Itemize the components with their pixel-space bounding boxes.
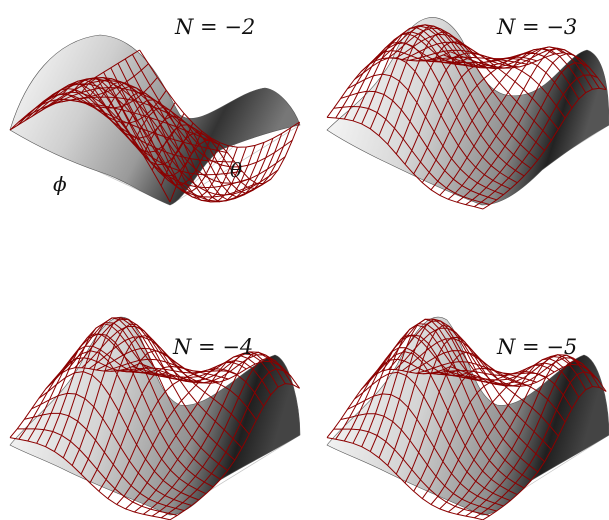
mesh-line [125,355,256,510]
surface-plot-panel-4: N = −5 [322,305,609,520]
mesh-line [369,24,494,129]
panel-label: N = −3 [497,15,578,39]
mesh-line [352,33,477,122]
mesh-line [54,83,185,153]
mesh-line [430,364,555,505]
mesh-line [335,358,460,440]
mesh-line [378,318,503,458]
mesh-line [430,48,555,191]
surface-fill [9,316,301,516]
mesh-line [151,357,283,517]
surface-fill [326,17,609,206]
mesh-line [413,56,538,175]
mesh-line [352,334,477,444]
mesh-line [62,317,193,458]
mesh-line [89,350,220,484]
mesh-line [143,351,274,515]
mesh-line [474,371,598,519]
mesh-line [142,115,274,198]
mesh-line [326,366,451,438]
mesh-line [80,335,211,475]
mesh-line [160,127,292,190]
mesh-line [116,361,247,505]
mesh-line [125,99,256,203]
mesh-line [421,52,546,183]
mesh-line [89,78,221,193]
mesh-line [465,62,590,206]
mesh-line [387,31,511,145]
mesh-line [107,368,238,499]
mesh-line [450,363,607,392]
surface-plot-2 [326,17,609,210]
surface-plot-panel-3: N = −4 [5,305,305,520]
mesh-line [447,354,572,513]
mesh-line [53,317,185,452]
mesh-line [27,77,158,115]
mesh-line [80,76,212,186]
mesh-line [151,124,283,194]
mesh-line [133,106,265,201]
theta-axis-label: θ [230,158,243,182]
surface-plot-panel-1: N = −2 ϕ θ [5,0,305,215]
mesh-line [439,358,564,510]
phi-axis-label: ϕ [53,172,67,196]
mesh-line [343,41,468,120]
mesh-line [134,351,265,513]
mesh-line [404,351,529,484]
mesh-line [482,87,607,210]
panel-label: N = −5 [497,335,578,359]
mesh-line [456,53,581,203]
mesh-line [169,383,300,520]
surface-fill [326,316,609,516]
mesh-line [482,385,607,520]
mesh-line [361,324,485,447]
mesh-line [378,25,503,136]
mesh-line [160,368,291,519]
surface-fill [9,34,301,206]
mesh-line [116,91,247,203]
mesh-line [98,365,229,492]
surface-plot-panel-2: N = −3 [322,0,609,215]
surface-plot-4 [326,316,609,520]
mesh-line [71,323,202,466]
mesh-line [18,357,149,440]
mesh-line [474,74,598,208]
panel-label: N = −2 [175,15,256,39]
mesh-line [456,354,581,515]
surface-plot-1 [9,34,301,206]
mesh-line [447,47,572,200]
mesh-lines [326,24,607,210]
mesh-lines [326,318,607,520]
mesh-line [45,323,176,447]
mesh-line [107,85,238,201]
surface-plot-3 [9,316,301,520]
mesh-line [18,63,149,123]
mesh-lines [9,49,301,203]
mesh-line [421,370,546,499]
mesh-lines [9,317,301,520]
mesh-line [169,121,301,203]
mesh-line [387,324,511,466]
mesh-line [465,360,590,517]
mesh-line [395,336,520,475]
mesh-line [36,333,167,444]
mesh-line [36,90,167,124]
panel-label: N = −4 [173,335,254,359]
mesh-line [395,41,520,155]
mesh-line [369,318,494,452]
mesh-line [98,81,229,198]
mesh-line [439,46,564,196]
